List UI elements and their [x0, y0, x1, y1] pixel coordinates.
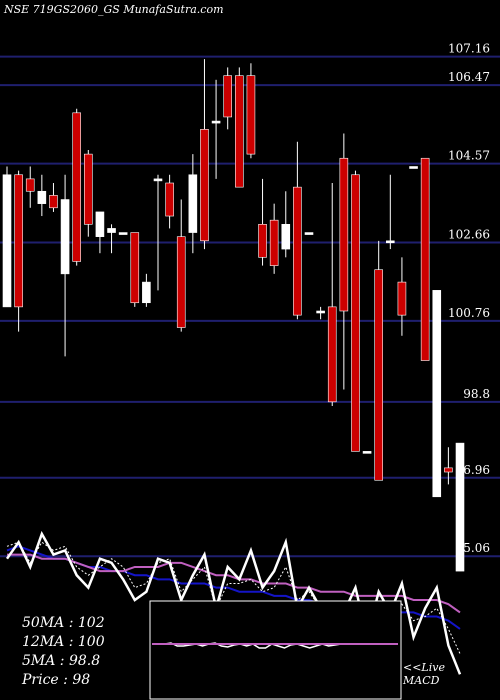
ma5-readout: 5MA : 98.8 [22, 653, 101, 669]
price-readout: Price : 98 [22, 672, 91, 688]
candle-up [432, 290, 442, 498]
candle-up [455, 442, 465, 572]
candle-down [130, 232, 140, 304]
candle-down [374, 269, 383, 481]
live-link[interactable]: <<Live [403, 661, 445, 674]
candle-up [386, 240, 395, 244]
chart-title: NSE 719GS2060_GS MunafaSutra.com [4, 3, 224, 16]
candle-down [339, 157, 349, 312]
ma50-readout: 50MA : 102 [22, 615, 105, 631]
candle-up [60, 199, 70, 275]
candle-up [153, 178, 163, 182]
candle-down [269, 219, 279, 266]
candle-up [409, 166, 418, 169]
candle-up [95, 211, 105, 237]
candle-down [72, 112, 81, 262]
y-tick-label: 100.76 [448, 306, 490, 320]
candle-down [14, 174, 23, 308]
candle-up [304, 232, 314, 235]
stats-panel: 50MA : 102 12MA : 100 5MA : 98.8 Price :… [22, 614, 105, 690]
macd-panel [149, 600, 402, 700]
candle-down [176, 236, 186, 328]
candle-up [362, 451, 372, 454]
macd-label[interactable]: <<Live MACD [403, 661, 445, 687]
candle-down [25, 178, 35, 192]
price-grid [0, 55, 500, 558]
candle-down [223, 75, 232, 118]
candle-up [142, 281, 151, 304]
candle-up [211, 120, 221, 124]
candle-down [200, 129, 209, 242]
candle-down [258, 224, 267, 258]
candle-up [188, 174, 198, 233]
y-tick-label: 104.57 [448, 149, 490, 163]
candle-down [293, 186, 302, 316]
y-axis-tick-labels: 107.16106.47104.57102.66100.7698.896.969… [448, 42, 490, 556]
candle-up [107, 228, 116, 233]
candle-down [327, 306, 337, 403]
candle-down [84, 153, 93, 225]
line-12ma [7, 553, 461, 614]
y-tick-label: 107.16 [448, 42, 490, 56]
candle-up [37, 190, 47, 204]
candle-down [235, 75, 244, 188]
candle-down [397, 281, 407, 316]
candle-up [281, 224, 291, 250]
candle-down [420, 157, 430, 361]
ma12-readout: 12MA : 100 [22, 634, 105, 650]
candle-down [444, 467, 453, 473]
y-tick-label: 106.47 [448, 70, 490, 84]
candle-down [165, 182, 174, 217]
y-tick-label: 102.66 [448, 227, 490, 241]
candlesticks [2, 59, 465, 572]
candle-up [118, 232, 128, 235]
candle-up [2, 174, 12, 308]
y-tick-label: 98.8 [463, 387, 490, 401]
macd-title: MACD [403, 674, 440, 687]
macd-series [152, 642, 398, 649]
candle-up [316, 310, 325, 314]
candle-down [246, 75, 256, 155]
candle-down [351, 174, 360, 452]
candle-down [49, 195, 58, 209]
